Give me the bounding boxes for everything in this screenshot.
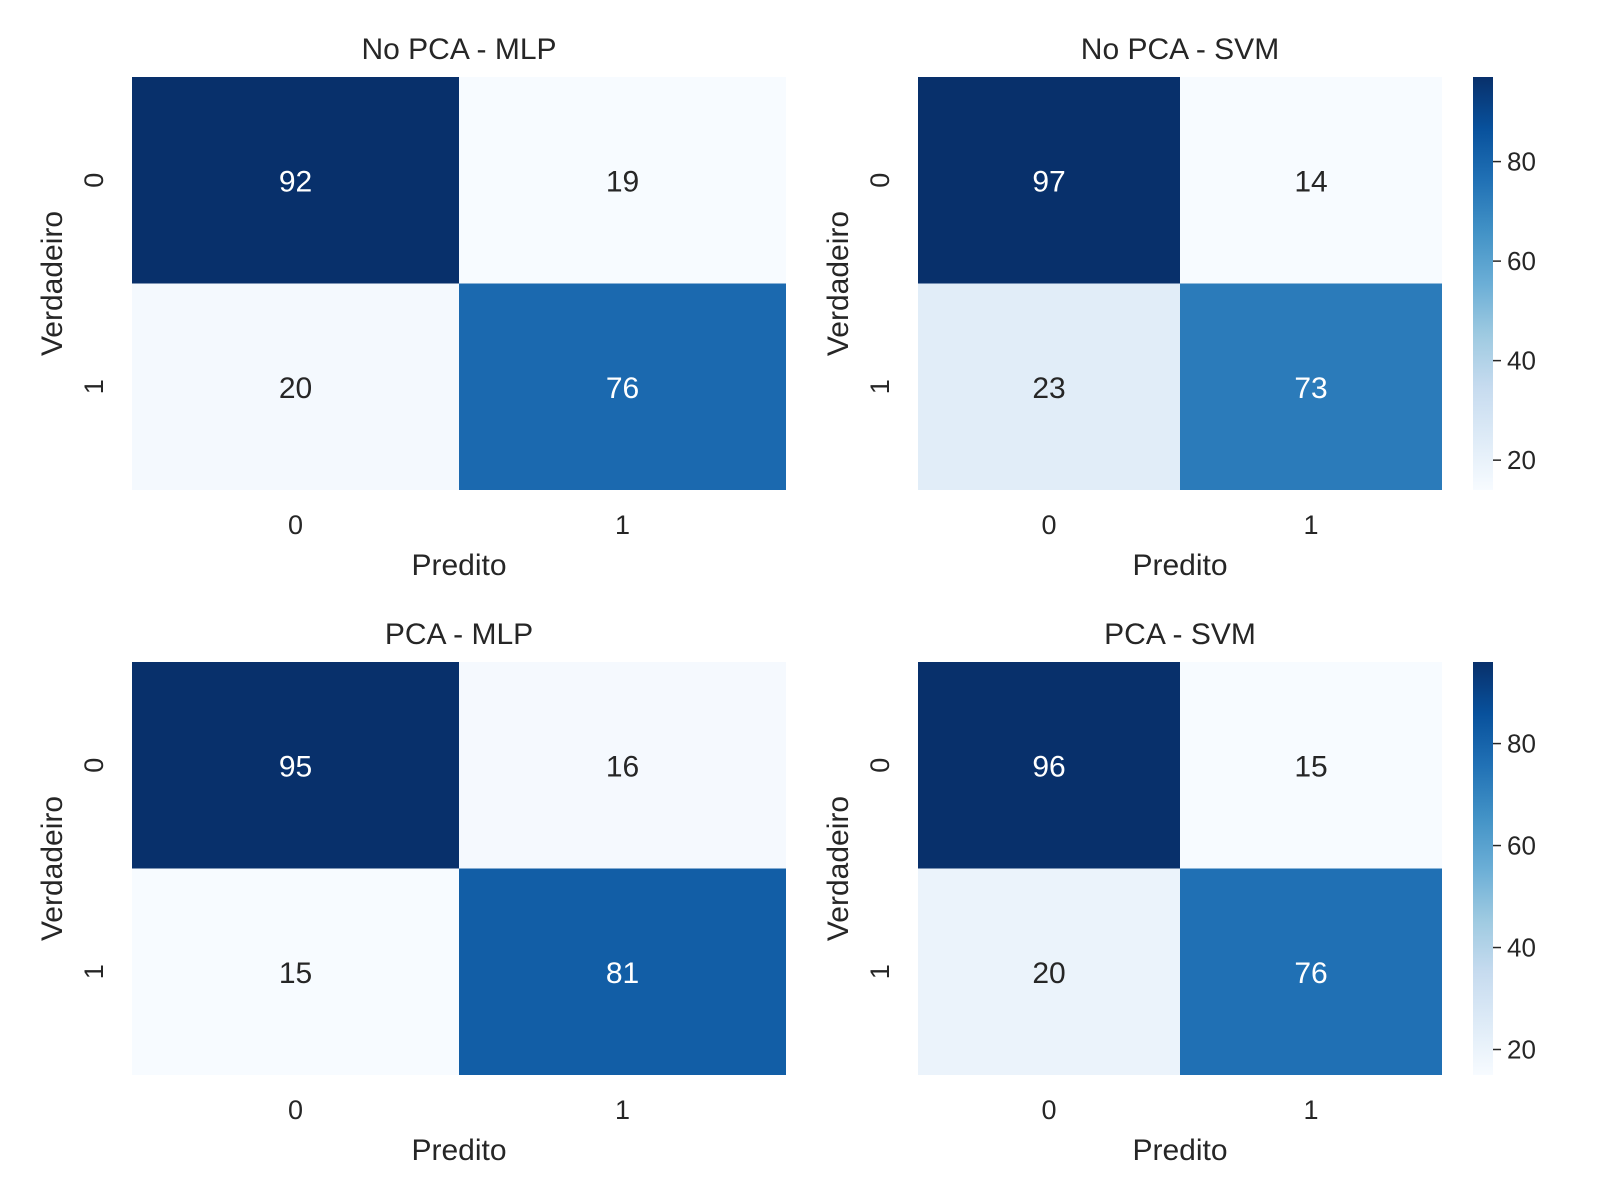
heatmap-cell bbox=[459, 662, 786, 869]
colorbar-tick-label: 60 bbox=[1507, 246, 1536, 276]
y-tick-label: 0 bbox=[865, 173, 895, 188]
colorbar bbox=[1473, 77, 1493, 490]
colorbar-tick-label: 40 bbox=[1507, 346, 1536, 376]
panel-title: PCA - MLP bbox=[385, 618, 533, 651]
x-tick-label: 1 bbox=[615, 510, 630, 540]
cell-value-label: 76 bbox=[1294, 957, 1327, 990]
heatmap-cell bbox=[918, 868, 1180, 1075]
heatmap-cell bbox=[459, 868, 786, 1075]
panel-title: No PCA - SVM bbox=[1081, 33, 1279, 66]
heatmap-panel: 95 16 15 81 PCA - MLP 0 1 Predito 0 1 Verdadeiro bbox=[36, 618, 786, 1167]
y-tick-label: 1 bbox=[79, 964, 109, 979]
heatmap-cell bbox=[132, 868, 459, 1075]
x-tick-label: 0 bbox=[288, 1095, 303, 1125]
heatmap-cell bbox=[918, 283, 1180, 490]
colorbar-tick-label: 60 bbox=[1507, 831, 1536, 861]
heatmap-cell bbox=[1180, 868, 1442, 1075]
heatmap-cell bbox=[918, 77, 1180, 284]
x-tick-label: 1 bbox=[1303, 1095, 1318, 1125]
colorbar-tick-label: 20 bbox=[1507, 1035, 1536, 1065]
heatmap-cell bbox=[918, 662, 1180, 869]
colorbar-tick-label: 80 bbox=[1507, 729, 1536, 759]
x-axis-label: Predito bbox=[1132, 549, 1227, 582]
cell-value-label: 16 bbox=[606, 750, 639, 783]
y-axis-label: Verdadeiro bbox=[822, 796, 855, 941]
x-axis-label: Predito bbox=[411, 1134, 506, 1167]
colorbar-tick-label: 20 bbox=[1507, 445, 1536, 475]
x-tick-label: 0 bbox=[1041, 1095, 1056, 1125]
x-tick-label: 0 bbox=[1041, 510, 1056, 540]
heatmap-cell bbox=[132, 283, 459, 490]
heatmap-cell bbox=[132, 662, 459, 869]
panel-title: PCA - SVM bbox=[1104, 618, 1256, 651]
cell-value-label: 96 bbox=[1032, 750, 1065, 783]
cell-value-label: 20 bbox=[1032, 957, 1065, 990]
heatmap-cell bbox=[459, 77, 786, 284]
cell-value-label: 15 bbox=[279, 957, 312, 990]
y-tick-label: 1 bbox=[865, 964, 895, 979]
y-axis-label: Verdadeiro bbox=[36, 211, 69, 356]
x-tick-label: 1 bbox=[615, 1095, 630, 1125]
y-tick-label: 1 bbox=[865, 379, 895, 394]
heatmap-cell bbox=[1180, 283, 1442, 490]
cell-value-label: 73 bbox=[1294, 372, 1327, 405]
y-tick-label: 0 bbox=[79, 758, 109, 773]
cell-value-label: 15 bbox=[1294, 750, 1327, 783]
x-tick-label: 1 bbox=[1303, 510, 1318, 540]
cell-value-label: 23 bbox=[1032, 372, 1065, 405]
x-axis-label: Predito bbox=[411, 549, 506, 582]
y-axis-label: Verdadeiro bbox=[822, 211, 855, 356]
cell-value-label: 19 bbox=[606, 165, 639, 198]
heatmap-cell bbox=[1180, 662, 1442, 869]
cell-value-label: 14 bbox=[1294, 165, 1327, 198]
colorbar-tick-label: 80 bbox=[1507, 147, 1536, 177]
y-tick-label: 0 bbox=[865, 758, 895, 773]
panel-title: No PCA - MLP bbox=[361, 33, 556, 66]
y-axis-label: Verdadeiro bbox=[36, 796, 69, 941]
heatmap-cell bbox=[132, 77, 459, 284]
heatmap-panel: 92 19 20 76 No PCA - MLP 0 1 Predito 0 1 Verdadeir… bbox=[36, 33, 786, 582]
heatmap-panel: 96 15 20 76 PCA - SVM 0 1 Predito 0 1 Verdadeiro 20… bbox=[822, 618, 1536, 1167]
colorbar bbox=[1473, 662, 1493, 1075]
heatmap-panel: 97 14 23 73 No PCA - SVM 0 1 Predito 0 1 Verdadeir… bbox=[822, 33, 1536, 582]
x-tick-label: 0 bbox=[288, 510, 303, 540]
heatmap-cell bbox=[459, 283, 786, 490]
heatmap-cell bbox=[1180, 77, 1442, 284]
x-axis-label: Predito bbox=[1132, 1134, 1227, 1167]
y-tick-label: 0 bbox=[79, 173, 109, 188]
cell-value-label: 92 bbox=[279, 165, 312, 198]
cell-value-label: 95 bbox=[279, 750, 312, 783]
colorbar-tick-label: 40 bbox=[1507, 933, 1536, 963]
cell-value-label: 97 bbox=[1032, 165, 1065, 198]
cell-value-label: 76 bbox=[606, 372, 639, 405]
cell-value-label: 81 bbox=[606, 957, 639, 990]
cell-value-label: 20 bbox=[279, 372, 312, 405]
y-tick-label: 1 bbox=[79, 379, 109, 394]
